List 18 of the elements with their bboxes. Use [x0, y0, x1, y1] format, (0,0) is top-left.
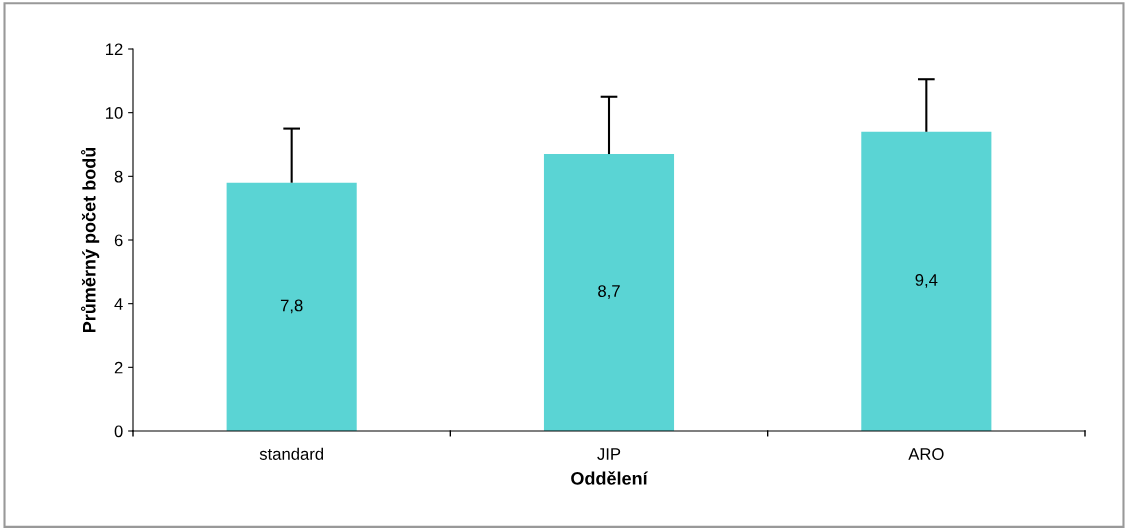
bar [861, 131, 992, 431]
x-tick-label: standard [259, 447, 324, 460]
data-label: 7,8 [280, 299, 303, 314]
y-tick-label: 10 [106, 107, 123, 119]
y-tick-label: 12 [106, 43, 123, 56]
y-tick-label: 2 [114, 361, 123, 374]
x-tick-label: ARO [908, 448, 944, 460]
y-tick-label: 0 [114, 425, 123, 438]
bar [226, 182, 357, 431]
bar [543, 154, 675, 431]
y-tick-label: 8 [114, 170, 123, 183]
y-tick-label: 4 [114, 298, 123, 310]
y-axis-title: Průměrný počet bodů [80, 147, 100, 333]
data-label: 8,7 [598, 285, 620, 299]
y-tick-label: 6 [114, 234, 123, 247]
x-axis-title: Oddělení [571, 471, 649, 485]
data-label: 9,4 [915, 274, 938, 288]
x-tick-label: JIP [597, 448, 621, 460]
